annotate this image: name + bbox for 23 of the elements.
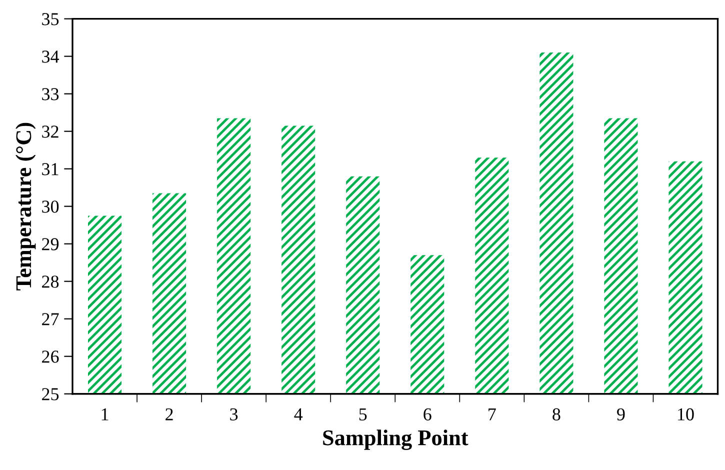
y-tick-label: 33 (42, 88, 59, 100)
x-tick-label: 1 (102, 408, 108, 420)
x-tick-label: 4 (294, 408, 303, 420)
y-tick-label: 25 (42, 388, 59, 400)
y-tick-label: 30 (42, 200, 59, 213)
x-axis-title: Sampling Point (323, 430, 468, 450)
y-tick-label: 28 (42, 276, 59, 288)
x-tick-label: 10 (678, 408, 694, 420)
y-tick-label: 32 (42, 126, 58, 138)
y-tick-label: 35 (42, 13, 59, 26)
y-tick-label: 29 (42, 238, 59, 250)
y-tick-label: 26 (42, 350, 59, 363)
y-tick-label: 31 (42, 163, 58, 176)
x-tick-label: 7 (488, 408, 496, 420)
x-tick-label: 8 (552, 408, 560, 420)
x-tick-label: 6 (424, 408, 432, 420)
y-tick-label: 27 (42, 313, 59, 326)
x-tick-label: 9 (617, 408, 625, 420)
y-tick-label: 34 (42, 50, 60, 63)
y-axis-title: Temperature (°C) (16, 122, 36, 290)
x-tick-label: 5 (359, 408, 367, 420)
x-tick-label: 3 (230, 408, 238, 420)
x-tick-label: 2 (166, 408, 173, 420)
